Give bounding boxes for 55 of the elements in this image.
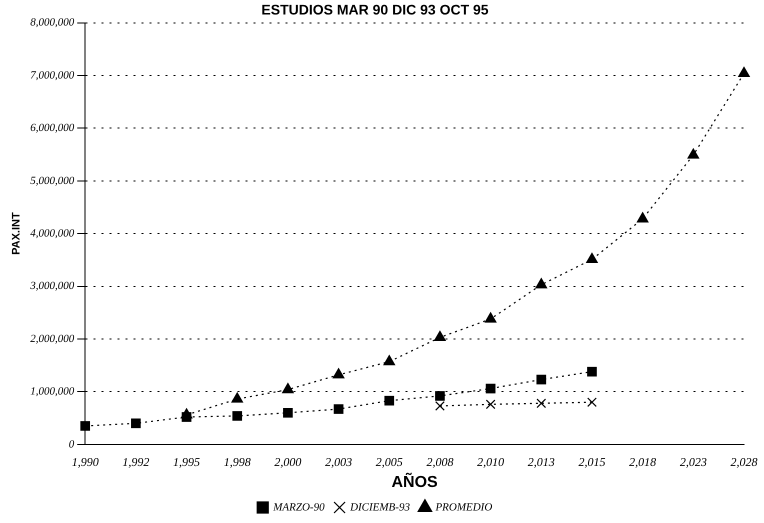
point — [231, 392, 244, 403]
x-tick-label: 1,990 — [72, 454, 99, 469]
y-tick-label: 3,000,000 — [29, 280, 75, 292]
x-tick-label: 1,995 — [173, 454, 200, 469]
x-tick-label: 2,008 — [426, 454, 454, 469]
point — [586, 252, 598, 264]
x-tick-label: 1,992 — [122, 454, 150, 469]
point — [587, 397, 597, 408]
x-tick-label: 2,005 — [376, 454, 403, 469]
y-tick-label: 2,000,000 — [30, 332, 75, 345]
y-tick-label: 0 — [68, 438, 75, 450]
y-tick-label: 5,000,000 — [30, 174, 75, 187]
point — [435, 401, 445, 411]
point — [282, 382, 294, 394]
point — [384, 396, 394, 406]
legend-label: MARZO-90 — [272, 501, 326, 514]
y-tick-label: 1,000,000 — [30, 386, 75, 398]
x-tick-label: 2,018 — [629, 454, 656, 469]
x-tick-label: 2,028 — [730, 454, 758, 469]
point — [180, 408, 192, 418]
point — [486, 400, 496, 410]
y-tick-label: 4,000,000 — [30, 227, 75, 240]
point — [332, 368, 344, 378]
x-tick-label: 2,023 — [680, 454, 707, 469]
point — [587, 366, 597, 377]
x-tick-label: 2,010 — [477, 454, 504, 469]
point — [283, 408, 293, 418]
point — [536, 374, 546, 384]
point — [535, 278, 548, 288]
point — [435, 391, 445, 401]
point — [738, 66, 750, 77]
point — [334, 404, 344, 414]
y-axis-title: PAX.INT — [10, 212, 23, 255]
x-tick-label: 1,998 — [224, 454, 251, 469]
y-tick-label: 6,000,000 — [30, 122, 75, 134]
point — [434, 330, 446, 342]
y-tick-label: 7,000,000 — [30, 69, 75, 82]
point — [484, 312, 496, 323]
legend-label: PROMEDIO — [434, 501, 492, 514]
legend-label: DICIEMB-93 — [349, 501, 410, 514]
point — [80, 421, 90, 431]
point — [688, 148, 700, 159]
point — [636, 212, 648, 222]
x-tick-label: 2,000 — [274, 454, 302, 469]
point — [536, 398, 546, 408]
chart-title: ESTUDIOS MAR 90 DIC 93 OCT 95 — [261, 1, 489, 18]
point — [486, 384, 496, 394]
x-tick-label: 2,003 — [325, 454, 352, 469]
x-tick-label: 2,013 — [528, 454, 555, 469]
x-tick-label: 2,015 — [578, 454, 606, 469]
point — [383, 355, 396, 366]
point — [232, 411, 242, 421]
y-tick-label: 8,000,000 — [30, 16, 75, 29]
point — [131, 418, 141, 428]
x-axis-title: AÑOS — [391, 472, 438, 491]
